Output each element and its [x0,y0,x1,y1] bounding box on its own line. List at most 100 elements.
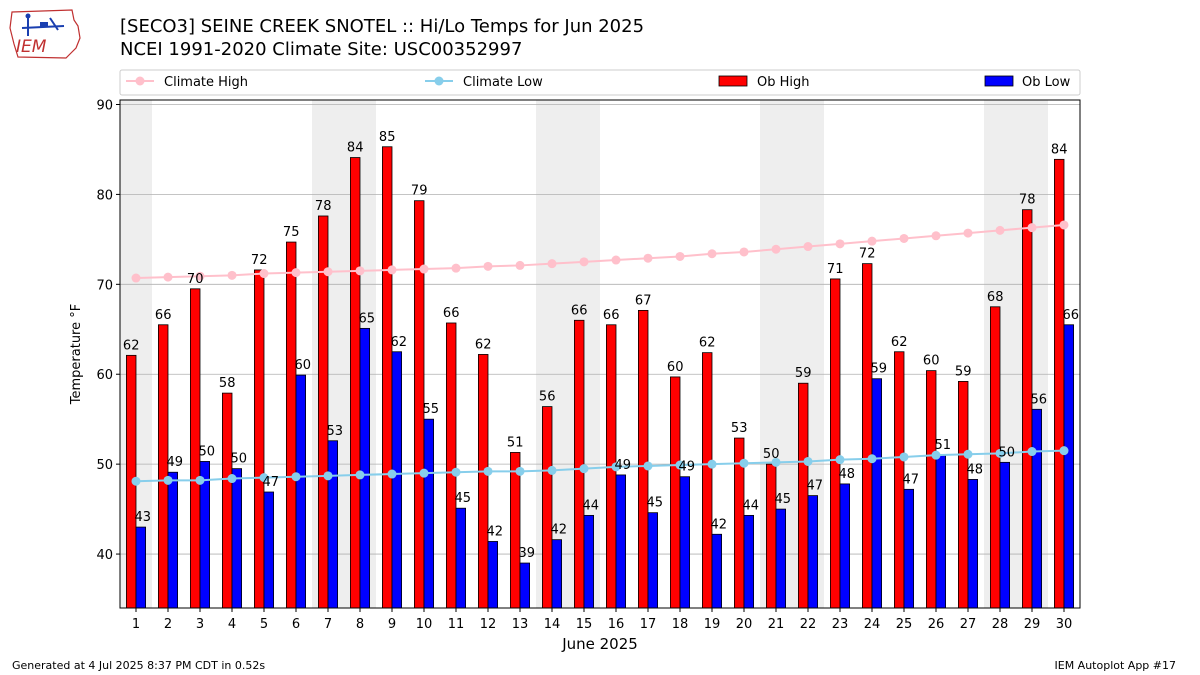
climate-high-point [963,228,973,238]
ob-high-bar [670,376,681,609]
x-tick-label: 10 [416,617,433,632]
x-tick-label: 13 [512,617,529,632]
climate-high-point [1027,223,1037,233]
climate-high-point [771,244,781,254]
climate-high-point [707,249,717,259]
ob-low-value-label: 45 [455,491,472,506]
ob-low-bar [711,533,723,609]
ob-low-value-label: 42 [711,517,728,532]
y-tick-label: 50 [96,458,113,473]
climate-low-point [515,466,525,476]
ob-high-value-label: 62 [891,335,908,350]
ob-high-value-label: 72 [251,253,268,268]
chart-subtitle: NCEI 1991-2020 Climate Site: USC00352997 [120,39,523,60]
ob-low-bar [263,491,275,609]
ob-high-value-label: 62 [123,338,140,353]
iem-logo: IEM [9,9,81,59]
ob-high-bar [445,322,457,609]
x-tick-label: 24 [864,617,881,632]
data-labels: 62 66 70 58 72 75 78 84 85 79 66 62 51 56 66 66 67 60 62 53… [123,130,1079,561]
y-tick-label: 70 [96,278,113,293]
ob-high-bar [1022,209,1033,609]
ob-high-bar [381,146,393,609]
climate-low-point [131,476,141,486]
ob-high-value-label: 56 [539,390,556,405]
climate-high-point [451,263,461,273]
climate-high-point [259,269,269,279]
climate-high-point [579,257,589,267]
x-tick-label: 3 [196,617,204,632]
ob-low-value-label: 50 [199,444,216,459]
climate-high-point [1059,220,1069,230]
ob-low-bar [551,539,563,609]
ob-low-value-label: 48 [967,462,984,477]
climate-high-point [323,267,333,277]
ob-low-bar [327,440,339,609]
y-tick-label: 90 [96,98,113,113]
ob-low-value-label: 48 [839,467,856,482]
x-axis-label: June 2025 [561,635,638,653]
ob-high-bar [958,381,969,609]
ob-high-value-label: 62 [475,337,492,352]
ob-low-value-label: 51 [935,438,952,453]
climate-low-point [387,469,397,479]
ob-low-bar [519,562,531,609]
x-tick-label: 27 [960,617,977,632]
climate-high-point [195,271,205,281]
legend-label-ob-high: Ob High [757,75,810,90]
ob-low-value-label: 42 [551,523,568,538]
ob-high-value-label: 53 [731,421,748,436]
ob-low-bar [999,461,1011,609]
climate-low-point [355,470,365,480]
x-tick-label: 9 [388,617,396,632]
ob-high-value-label: 72 [859,247,876,262]
ob-low-bar [391,351,403,609]
climate-high-point [643,253,653,263]
climate-low-point [995,448,1005,458]
ob-high-bar [862,263,873,609]
ob-low-value-label: 59 [871,362,888,377]
climate-low-point [707,459,717,469]
y-tick-label: 40 [96,548,113,563]
ob-high-value-label: 60 [667,360,684,375]
ob-high-value-label: 60 [923,354,940,369]
ob-high-value-label: 66 [603,308,620,323]
ob-low-bar [487,541,499,609]
climate-low-point [1059,446,1069,456]
climate-low-point [803,456,813,466]
climate-low-point [547,465,557,475]
climate-low-point [1027,447,1037,457]
ob-low-bar [167,471,179,609]
ob-high-value-label: 59 [955,364,972,379]
climate-high-point [515,260,525,270]
x-tick-label: 7 [324,617,332,632]
climate-high-point [163,272,173,282]
chart-title: [SECO3] SEINE CREEK SNOTEL :: Hi/Lo Temp… [120,16,645,37]
ob-high-value-label: 66 [571,303,588,318]
x-tick-label: 4 [228,617,236,632]
x-tick-label: 16 [608,617,625,632]
ob-high-value-label: 71 [827,262,844,277]
ob-low-value-label: 66 [1063,308,1080,323]
climate-low-point [739,458,749,468]
ob-high-value-label: 62 [699,336,716,351]
ob-low-bar [679,476,691,609]
ob-low-value-label: 42 [487,524,504,539]
climate-high-line [135,223,1065,280]
ob-high-value-label: 67 [635,293,652,308]
x-tick-label: 22 [800,617,817,632]
x-tick-label: 21 [768,617,785,632]
x-tick-label: 12 [480,617,497,632]
legend-frame [119,69,1081,96]
climate-low-point [643,461,653,471]
climate-high-point [675,251,685,261]
legend-label-ob-low: Ob Low [1022,75,1071,90]
climate-lines [131,220,1069,486]
ob-high-bar [477,354,489,609]
climate-high-point [355,266,365,276]
climate-high-point [995,225,1005,235]
climate-high-point [547,259,557,269]
legend-label-climate-low: Climate Low [463,75,543,90]
